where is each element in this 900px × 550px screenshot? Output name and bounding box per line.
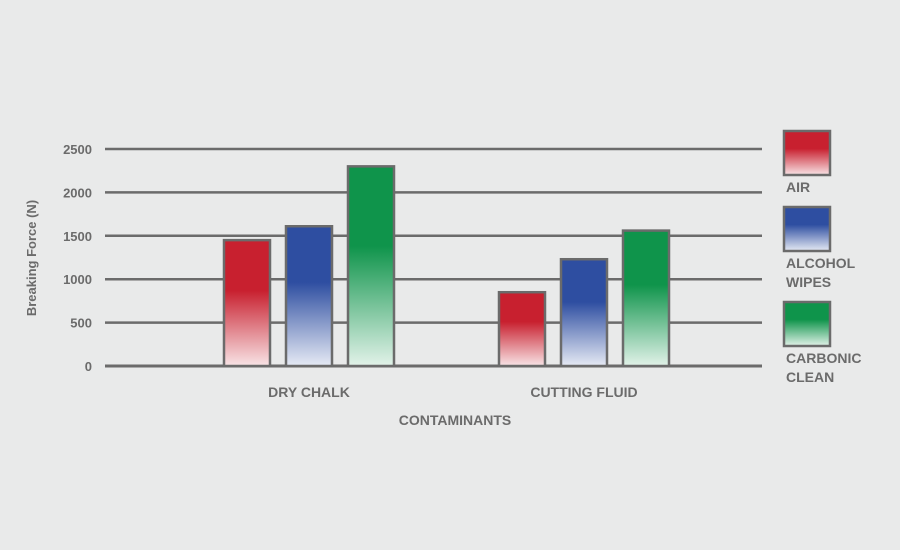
category-labels: DRY CHALK CUTTING FLUID: [268, 384, 638, 400]
bar-alcohol-wipes-cutting-fluid: [559, 257, 609, 368]
y-tick-label: 0: [85, 359, 92, 374]
category-label: CUTTING FLUID: [530, 384, 637, 400]
y-tick-label: 500: [70, 316, 92, 331]
bar-air-dry-chalk: [222, 238, 272, 368]
y-tick-label: 2000: [63, 185, 92, 200]
bar-alcohol-wipes-dry-chalk: [284, 225, 334, 368]
legend-swatch-carbonic-clean: [782, 300, 832, 348]
legend: AIR ALCOHOL WIPES CARBONIC CLEAN: [782, 129, 861, 385]
legend-swatch-air: [782, 129, 832, 177]
bars: [222, 165, 671, 368]
legend-label: CLEAN: [786, 369, 834, 385]
bar-air-cutting-fluid: [497, 290, 547, 368]
y-tick-labels: 0 500 1000 1500 2000 2500: [63, 142, 92, 374]
legend-label: CARBONIC: [786, 350, 861, 366]
legend-label: ALCOHOL: [786, 255, 856, 271]
y-axis-title: Breaking Force (N): [24, 200, 39, 316]
y-tick-label: 2500: [63, 142, 92, 157]
legend-label: WIPES: [786, 274, 831, 290]
legend-swatch-alcohol-wipes: [782, 205, 832, 253]
bar-carbonic-clean-cutting-fluid: [621, 229, 671, 368]
bar-carbonic-clean-dry-chalk: [346, 165, 396, 368]
category-label: DRY CHALK: [268, 384, 350, 400]
y-tick-label: 1500: [63, 229, 92, 244]
legend-label: AIR: [786, 179, 810, 195]
y-tick-label: 1000: [63, 272, 92, 287]
x-axis-title: CONTAMINANTS: [399, 412, 512, 428]
